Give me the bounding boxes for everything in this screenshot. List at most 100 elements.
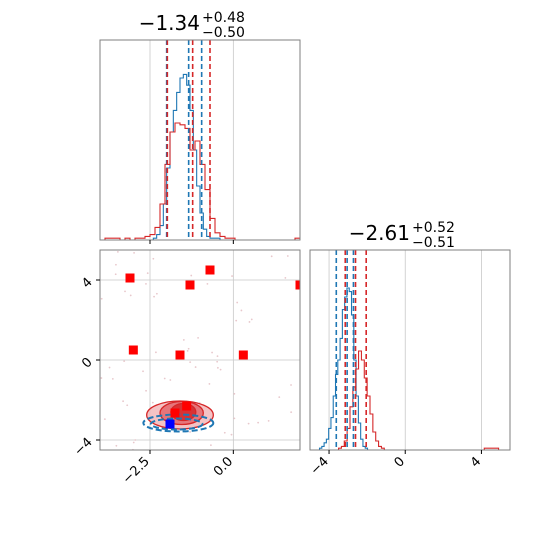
panel-xy-scatter-point [115,444,118,447]
panel-xy-scatter-point [189,361,192,364]
panel-xy-red-marker-1 [205,265,215,275]
panel-xy-scatter-point [270,255,273,258]
panel-xy-x-tick-label-1: 0.0 [211,454,236,479]
panel-xy-scatter-point [108,366,111,369]
panel-xy-markers [125,265,300,429]
panel-xy-scatter-point [248,321,251,323]
panel-xy-red-marker-8 [182,401,192,411]
panel-xy-scatter-point [208,383,211,385]
panel-x-gridlines [149,40,234,240]
panel-y-ticks: −4 0 4 [308,450,484,478]
panel-xy-scatter-point [142,370,144,373]
panel-xy-scatter-point [116,250,119,253]
panel-xy-blue-contour-0 [149,417,204,431]
panel-xy-scatter-point [240,309,243,312]
panel-xy-scatter-point [235,319,238,322]
panel-x-frame [99,39,301,241]
panel-xy-scatter-point [153,295,155,298]
panel-xy-blue-marker-0 [165,419,175,429]
panel-xy-scatter-point [219,368,222,371]
panel-x-histogram-series [100,73,300,240]
panel-xy-scatter-point [216,366,219,369]
panel-xy-scatter-point [223,431,226,434]
panel-y-title-value: −2.61 [349,221,410,245]
panel-xy-scatter-point [152,257,155,260]
panel-xy-scatter: −2.5 0.0 −4 0 4 [71,249,301,487]
panel-y-title-sub: −0.51 [412,235,455,251]
panel-xy-y-tick-label-1: 0 [79,355,95,371]
panel-xy-scatter-point [186,349,189,352]
panel-xy-scatter-point [133,251,135,254]
panel-xy-scatter-point [115,263,117,266]
panel-x-title-sup: +0.48 [202,10,245,26]
panel-xy-scatter-point [155,351,157,354]
panel-xy-x-tick-label-0: −2.5 [120,454,153,487]
panel-xy-scatter-point [122,400,124,403]
panel-xy-red-marker-2 [185,280,195,290]
panel-xy-scatter-point [216,355,219,358]
panel-xy-red-marker-7 [170,408,180,418]
panel-xy-scatter-point [103,418,106,421]
panel-y-frame [309,249,511,451]
panel-y-hist-series-0 [318,287,379,450]
panel-xy-scatter-point [211,351,213,354]
panel-y-quantile-lines [335,250,367,450]
panel-xy-scatter-point [267,419,270,422]
panel-xy-scatter-point [155,292,158,295]
panel-y-hist-series-1 [338,350,500,450]
panel-x-hist-series-1 [100,122,300,240]
panel-x-ticks [149,240,234,244]
panel-x-hist-series-0 [100,73,300,240]
panel-y-histogram: −4 0 4 −2.61 +0.52 −0.51 [308,220,511,478]
panel-xy-scatter-point [190,274,193,277]
panel-xy-scatter-point [197,336,199,339]
panel-xy-y-tick-label-2: 4 [79,275,95,291]
panel-xy-scatter-point [145,389,147,392]
panel-xy-scatter-point [187,347,190,350]
panel-xy-scatter-point [134,439,137,441]
panel-xy-scatter-point [233,417,236,420]
panel-xy-scatter-point [210,444,212,447]
panel-xy-scatter-point [114,273,117,276]
panel-xy-scatter-point [189,431,191,433]
panel-y-x-tick-label-0: −4 [308,454,332,478]
panel-xy-red-marker-5 [175,350,185,360]
panel-xy-frame [99,249,301,451]
panel-xy-scatter-point [132,441,135,444]
panel-xy-scatter-point [197,438,200,441]
panel-xy-scatter-point [230,433,233,436]
panel-xy-scatter-points [100,250,293,450]
panel-y-histogram-series [318,287,500,450]
panel-xy-scatter-point [123,360,126,363]
panel-xy-scatter-point [257,421,260,424]
panel-xy-ticks: −2.5 0.0 −4 0 4 [71,275,236,487]
panel-xy-red-marker-6 [238,350,248,360]
panel-x-quantile-lines [165,40,211,240]
panel-y-title-sup: +0.52 [412,220,455,236]
panel-xy-scatter-point [236,301,239,304]
panel-xy-scatter-point [233,392,236,395]
panel-x-title-value: −1.34 [139,11,200,35]
panel-xy-scatter-point [111,377,114,380]
panel-y-x-tick-label-1: 0 [392,454,408,470]
panel-xy-scatter-point [290,384,292,386]
panel-xy-scatter-point [194,366,197,368]
panel-xy-red-marker-0 [125,273,135,283]
panel-xy-scatter-point [145,282,147,285]
panel-xy-scatter-point [151,401,154,404]
panel-xy-scatter-point [169,379,172,381]
panel-x-title-sub: −0.50 [202,25,245,41]
panel-xy-scatter-point [129,294,132,297]
panel-x-histogram: −1.34 +0.48 −0.50 [99,10,301,244]
panel-xy-scatter-point [231,275,233,277]
panel-xy-scatter-point [290,411,293,414]
panel-xy-scatter-point [250,318,253,321]
panel-xy-scatter-point [163,377,166,380]
panel-xy-scatter-point [100,297,103,300]
panel-xy-scatter-point [182,339,185,341]
panel-xy-scatter-point [206,282,209,285]
panel-xy-scatter-point [286,255,289,257]
panel-xy-scatter-point [124,290,126,293]
